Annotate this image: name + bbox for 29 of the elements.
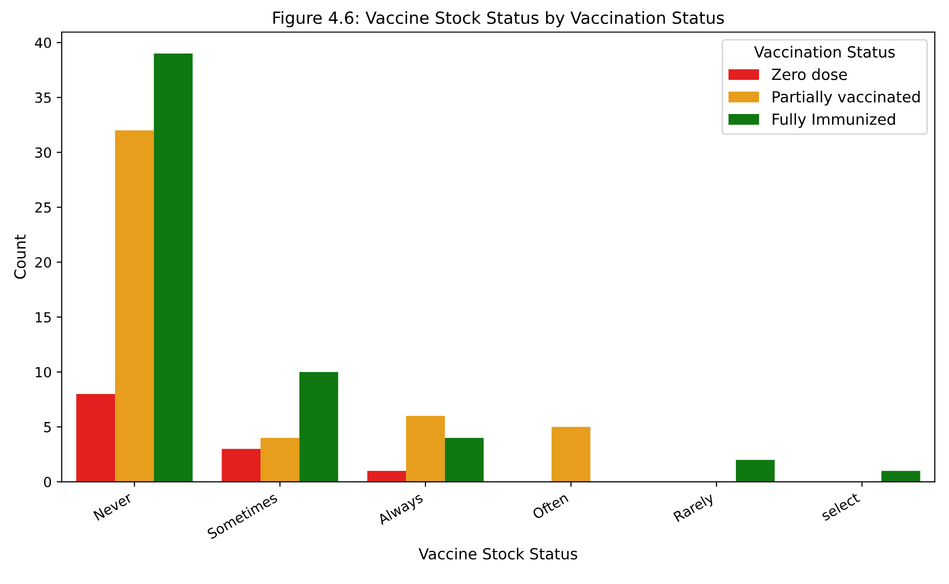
y-axis-title: Count xyxy=(14,234,26,279)
bar xyxy=(881,470,920,482)
y-tick-label: 10 xyxy=(36,366,52,378)
y-tick-label: 35 xyxy=(35,92,51,103)
chart-title: Figure 4.6: Vaccine Stock Status by Vaccination Status xyxy=(273,11,724,28)
legend-label: Partially vaccinated xyxy=(772,90,920,106)
y-tick-label: 15 xyxy=(36,312,51,323)
bar xyxy=(406,416,445,482)
bar xyxy=(222,448,261,482)
y-tick-label: 25 xyxy=(35,202,51,213)
legend-label: Zero dose xyxy=(772,68,847,80)
y-tick-label: 0 xyxy=(44,476,52,488)
y-tick-label: 20 xyxy=(35,257,52,268)
bar xyxy=(154,54,193,482)
bar xyxy=(76,394,116,482)
y-tick-label: 40 xyxy=(34,38,52,48)
bar xyxy=(552,426,590,482)
bar xyxy=(115,130,154,482)
x-tick-label: Often xyxy=(532,492,569,520)
y-tick-label: 30 xyxy=(35,147,52,158)
y-tick-label: 5 xyxy=(44,422,51,432)
bar xyxy=(736,460,775,482)
bar xyxy=(367,470,406,482)
bar xyxy=(260,438,300,482)
bar xyxy=(444,438,484,482)
legend-title: Vaccination Status xyxy=(754,46,895,58)
x-axis-title: Vaccine Stock Status xyxy=(418,548,578,560)
legend-label: Fully Immunized xyxy=(772,113,895,128)
bar xyxy=(299,372,338,482)
